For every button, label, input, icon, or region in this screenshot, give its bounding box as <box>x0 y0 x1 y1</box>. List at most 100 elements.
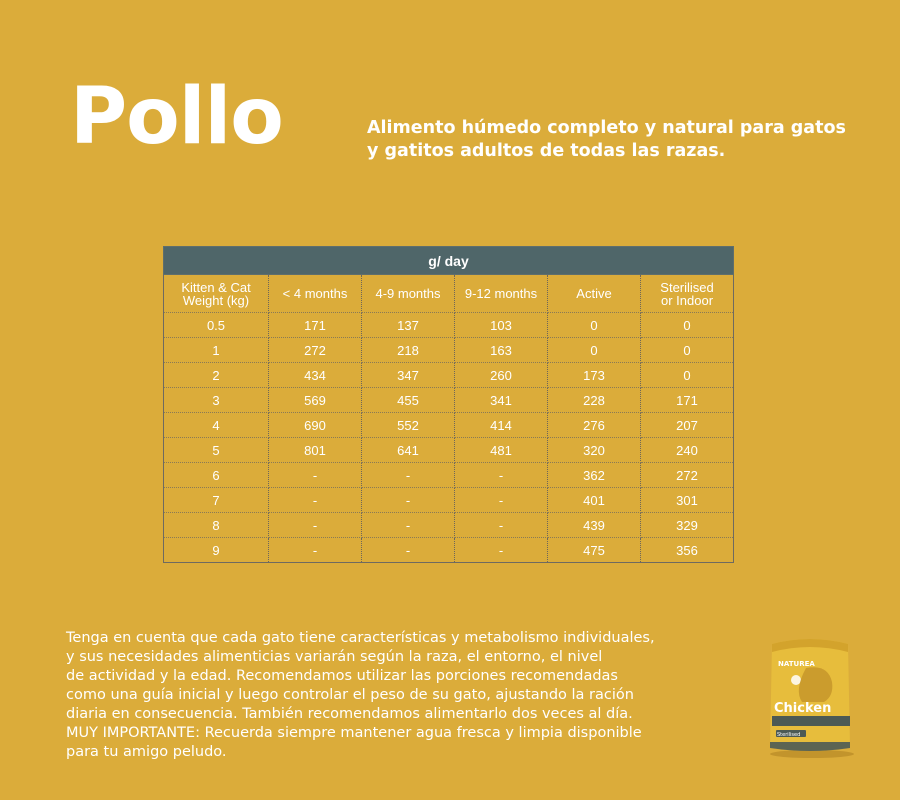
note-line: para tu amigo peludo. <box>66 744 227 760</box>
table-cell: 356 <box>639 537 735 563</box>
table-cell: - <box>361 462 455 488</box>
table-cell: - <box>454 462 548 488</box>
subtitle-line-1: Alimento húmedo completo y natural para … <box>367 118 846 138</box>
column-header-line: Sterilised <box>660 279 714 295</box>
table-cell: 137 <box>361 312 455 338</box>
table-cell: 434 <box>268 362 362 388</box>
column-header: 4-9 months <box>361 274 455 313</box>
table-row: 0.5 171 137 103 0 0 <box>163 312 735 338</box>
table-cell: 414 <box>454 412 548 438</box>
table-cell: - <box>361 537 455 563</box>
chicken-icon <box>798 667 833 702</box>
note-line: y sus necesidades alimenticias variarán … <box>66 649 603 665</box>
column-header-line: 4-9 months <box>375 286 441 301</box>
table-cell: 690 <box>268 412 362 438</box>
table-row: 4 690 552 414 276 207 <box>163 412 735 438</box>
table-cell: 171 <box>639 387 735 413</box>
column-header-line: Weight (kg) <box>182 292 250 308</box>
table-cell: 5 <box>163 437 269 463</box>
table-cell: - <box>361 512 455 538</box>
table-cell: 0 <box>639 362 735 388</box>
table-cell: - <box>454 487 548 513</box>
note-line: de actividad y la edad. Recomendamos uti… <box>66 668 618 684</box>
pouch-leaf-icon <box>791 675 801 685</box>
table-row: 9- - -475 356 <box>163 537 735 563</box>
table-cell: 481 <box>454 437 548 463</box>
table-cell: 260 <box>454 362 548 388</box>
column-header: Active <box>547 274 641 313</box>
product-pouch-image: NATUREA Chicken Sterilised <box>770 639 854 758</box>
table-cell: 0 <box>639 337 735 363</box>
column-header-line: Kitten & Cat <box>181 279 251 295</box>
column-header: Kitten & Cat Weight (kg) <box>163 274 269 313</box>
table-cell: 272 <box>639 462 735 488</box>
column-header-row: Kitten & Cat Weight (kg) < 4 months 4-9 mon… <box>163 274 735 313</box>
table-cell: 228 <box>547 387 641 413</box>
table-cell: 569 <box>268 387 362 413</box>
table-cell: 0 <box>547 337 641 363</box>
pouch-brand: NATUREA <box>778 660 815 668</box>
column-header-line: < 4 months <box>282 286 348 301</box>
table-cell: 641 <box>361 437 455 463</box>
table-cell: 2 <box>163 362 269 388</box>
table-cell: 1 <box>163 337 269 363</box>
subtitle: Alimento húmedo completo y natural para … <box>367 117 867 163</box>
table-cell: 475 <box>547 537 641 563</box>
column-header-line: Active <box>576 286 612 301</box>
table-cell: 320 <box>547 437 641 463</box>
table-cell: - <box>268 512 362 538</box>
feeding-note: Tenga en cuenta que cada gato tiene cara… <box>66 629 746 762</box>
table-cell: 173 <box>547 362 641 388</box>
table-cell: 301 <box>639 487 735 513</box>
column-header-line: 9-12 months <box>464 286 538 301</box>
table-cell: 9 <box>163 537 269 563</box>
table-cell: 4 <box>163 412 269 438</box>
table-cell: 401 <box>547 487 641 513</box>
table-cell: 362 <box>547 462 641 488</box>
note-line: MUY IMPORTANTE: Recuerda siempre mantene… <box>66 725 642 741</box>
table-cell: 6 <box>163 462 269 488</box>
note-line: Tenga en cuenta que cada gato tiene cara… <box>66 630 655 646</box>
table-row: 1 272 218 163 0 0 <box>163 337 735 363</box>
table-cell: 3 <box>163 387 269 413</box>
feeding-table: g/ day Kitten & Cat Weight (kg) < 4 months… <box>162 246 735 563</box>
page-title: Pollo <box>70 72 284 162</box>
table-cell: - <box>268 487 362 513</box>
note-line: como una guía inicial y luego controlar … <box>66 687 634 703</box>
table-cell: 552 <box>361 412 455 438</box>
table-cell: - <box>454 512 548 538</box>
pouch-product-name: Chicken <box>774 701 831 716</box>
column-header: 9-12 months <box>454 274 548 313</box>
table-cell: 272 <box>268 337 362 363</box>
table-cell: 163 <box>454 337 548 363</box>
table-cell: 0.5 <box>163 312 269 338</box>
note-line: diaria en consecuencia. También recomend… <box>66 706 633 722</box>
table-row: 7- - -401 301 <box>163 487 735 513</box>
subtitle-line-2: y gatitos adultos de todas las razas. <box>367 141 726 161</box>
table-cell: 801 <box>268 437 362 463</box>
table-row: 8- - -439 329 <box>163 512 735 538</box>
table-cell: 439 <box>547 512 641 538</box>
table-cell: 207 <box>639 412 735 438</box>
table-cell: 103 <box>454 312 548 338</box>
column-header-line: or Indoor <box>661 292 714 308</box>
table-row: 6- - -362 272 <box>163 462 735 488</box>
table-cell: 455 <box>361 387 455 413</box>
table-cell: 0 <box>547 312 641 338</box>
table-cell: - <box>268 537 362 563</box>
column-header: Sterilised or Indoor <box>639 274 735 313</box>
table-row: 2 434 347 260 173 0 <box>163 362 735 388</box>
table-cell: 329 <box>639 512 735 538</box>
table-cell: 347 <box>361 362 455 388</box>
table-header: g/ day <box>162 246 735 275</box>
table-cell: 218 <box>361 337 455 363</box>
table-row: 5 801 641 481 320 240 <box>163 437 735 463</box>
table-cell: 276 <box>547 412 641 438</box>
pouch-badge: Sterilised <box>777 732 800 738</box>
table-cell: 8 <box>163 512 269 538</box>
column-header: < 4 months <box>268 274 362 313</box>
table-cell: - <box>268 462 362 488</box>
table-cell: - <box>454 537 548 563</box>
table-row: 3 569 455 341 228 171 <box>163 387 735 413</box>
table-cell: - <box>361 487 455 513</box>
